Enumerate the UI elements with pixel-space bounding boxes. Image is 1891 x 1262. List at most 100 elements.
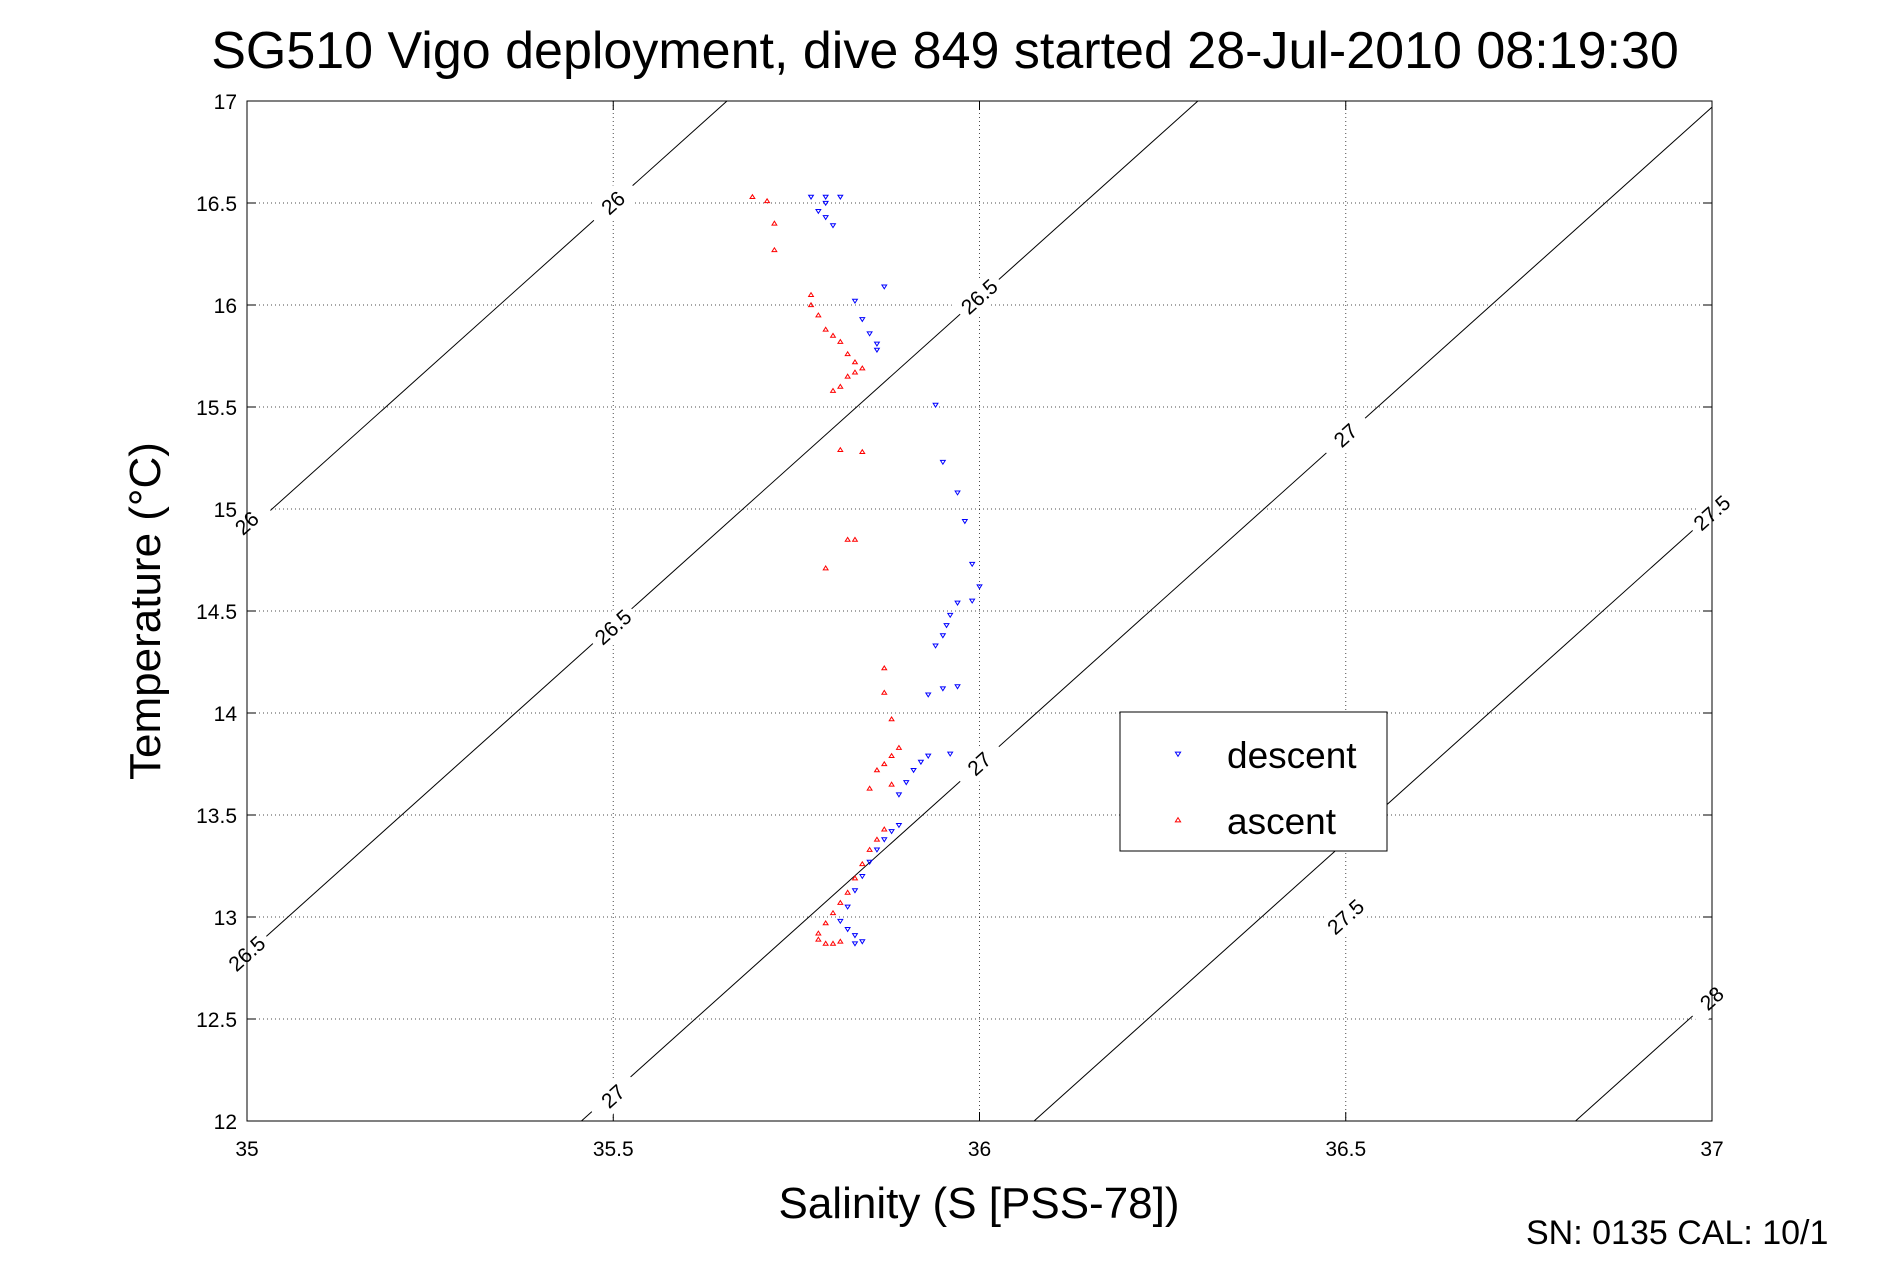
x-tick-label: 37 [1700,1138,1723,1161]
legend-descent-marker [1174,751,1182,758]
ascent-point [822,326,829,332]
descent-point [954,684,961,690]
legend-box [1119,711,1388,852]
descent-point [954,490,961,496]
descent-point [888,829,895,835]
ascent-point [851,359,859,365]
y-tick-label: 16 [214,295,237,318]
isopycnal-label-mask [585,175,642,231]
descent-point [858,939,866,945]
descent-point [943,623,950,629]
ascent-point [829,387,837,393]
descent-point [946,751,954,757]
ascent-point [829,909,837,916]
descent-point [851,888,859,894]
y-tick-labels: 12 12.5 13 13.5 14 14.5 15 15.5 16 16.5 17 [196,91,237,1134]
serial-calibration-text: SN: 0135 CAL: 10/1 [1526,1214,1828,1252]
descent-point [873,847,881,853]
descent-point [910,767,917,774]
descent-point [866,331,873,337]
ascent-point [837,446,844,453]
descent-point [976,584,983,590]
y-tick-label: 17 [214,91,237,114]
ascent-point [763,197,771,204]
ascent-point [888,752,895,759]
ascent-point [829,332,837,338]
descent-point [858,874,866,880]
descent-point [837,194,844,200]
isopycnal-label-mask [1317,889,1374,945]
descent-point [968,598,976,604]
ascent-point [837,938,844,944]
ascent-point [822,920,829,926]
ascent-point [873,836,881,842]
y-tick-label: 12 [214,1111,237,1134]
isopycnal-label-mask [585,600,642,655]
ascent-point [880,826,888,832]
descent-point [866,859,873,866]
descent-point [961,519,969,525]
descent-point [815,208,822,215]
isopycnal-label-mask [1317,408,1374,463]
ascent-point [815,930,822,936]
y-tick-label: 14 [214,703,238,726]
isopycnal-line [1575,998,1713,1122]
x-tick-label: 35 [235,1138,258,1161]
ascent-point [837,899,844,905]
descent-point [844,904,851,910]
ascent-point [880,760,888,767]
chart-title: SG510 Vigo deployment, dive 849 started … [211,22,1679,80]
descent-point [822,215,829,221]
ascent-point [858,448,866,455]
descent-point [939,459,947,466]
y-tick-label: 14.5 [196,601,237,624]
descent-point [873,341,881,347]
x-tick-label: 35.5 [593,1138,634,1161]
isopycnal-label-mask [951,736,1008,792]
ascent-point [895,744,903,750]
x-axis-label: Salinity (S [PSS-78]) [778,1179,1179,1228]
ascent-point [844,350,851,357]
ascent-point [771,220,778,226]
descent-point [924,692,932,698]
ascent-point [866,846,873,852]
ascent-point [851,369,859,375]
ascent-point [822,565,829,571]
y-tick-label: 12.5 [196,1009,237,1032]
x-tick-label: 36 [968,1138,991,1161]
ascent-point [837,383,844,389]
descent-point [939,633,947,639]
x-tick-labels: 35 35.5 36 36.5 37 [235,1138,1723,1161]
descent-point [895,792,903,798]
ascent-point [880,665,888,671]
descent-point [924,753,932,759]
descent-point [873,347,881,353]
descent-point [822,194,829,200]
descent-point [917,759,925,766]
descent-point [822,200,829,207]
descent-point [902,780,910,786]
ascent-point [880,689,888,695]
y-tick-label: 15.5 [196,397,237,420]
descent-point [851,941,859,947]
legend-ascent-label: ascent [1227,801,1337,842]
y-axis-label: Temperature (°C) [121,442,170,780]
descent-point [837,918,844,925]
descent-point [851,298,859,305]
y-tick-label: 13 [214,907,237,930]
isopycnal-label-mask [585,1069,642,1124]
descent-point [932,402,939,409]
ascent-point [888,716,895,722]
ascent-point [873,767,881,773]
grid-lines [246,100,1713,1122]
descent-point [968,561,976,568]
isopycnal-line [581,106,1713,1122]
descent-point [807,194,815,200]
descent-point [939,686,947,692]
plot-frame [246,100,1713,1122]
ascent-point [829,940,837,946]
ascent-point [888,781,895,787]
descent-point [829,223,837,229]
